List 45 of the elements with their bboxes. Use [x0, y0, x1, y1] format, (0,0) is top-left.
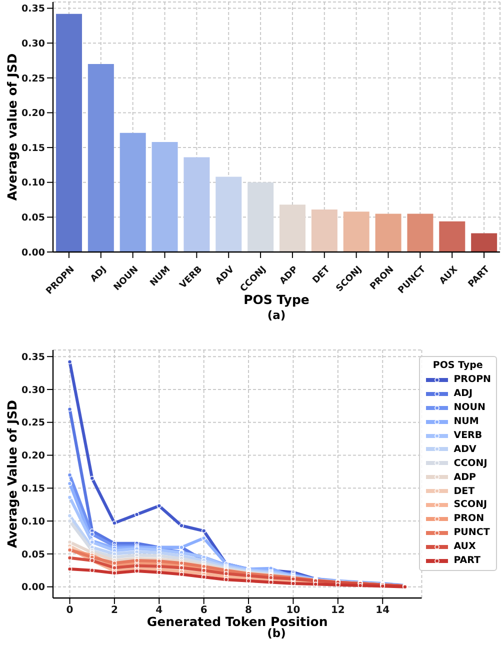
x-tick-label: 6	[200, 605, 208, 616]
legend-label: PART	[454, 555, 481, 566]
y-tick-label: 0.05	[22, 212, 45, 224]
y-tick-label: 0.05	[22, 549, 45, 560]
x-axis-title: Generated Token Position	[146, 614, 328, 629]
y-tick-label: 0.20	[22, 108, 46, 120]
x-tick-label: 8	[245, 605, 252, 616]
legend-label: SCONJ	[454, 499, 488, 510]
x-tick-label: 2	[110, 605, 118, 616]
x-tick-label: 12	[330, 605, 345, 616]
legend-label: AUX	[454, 541, 476, 552]
legend-label: VERB	[454, 430, 482, 441]
y-tick-label: 0.00	[22, 582, 46, 594]
y-tick-label: 0.10	[22, 516, 46, 528]
x-tick-label: 4	[156, 605, 163, 616]
x-tick-label: 14	[376, 605, 390, 616]
y-axis-title: Average Value of JSD	[4, 400, 20, 548]
text: (b)	[266, 626, 286, 640]
legend-label: DET	[454, 486, 475, 497]
legend-label: PUNCT	[454, 527, 490, 538]
y-tick-label: 0.25	[22, 418, 45, 429]
x-axis-title: POS Type	[244, 292, 310, 307]
y-tick-label: 0.15	[22, 484, 45, 495]
x-tick-label: 10	[286, 605, 300, 616]
legend-title: POS Type	[432, 360, 484, 371]
y-tick-label: 0.10	[22, 178, 46, 189]
legend-label: PRON	[454, 513, 484, 524]
y-tick-label: 0.35	[22, 352, 45, 363]
y-tick-label: 0.00	[22, 247, 46, 258]
legend-label: ADV	[454, 444, 476, 455]
y-tick-label: 0.30	[22, 38, 46, 50]
legend-label: NOUN	[454, 402, 486, 414]
text: (a)	[266, 308, 287, 322]
legend-label: ADJ	[454, 388, 472, 400]
legend-label: ADP	[454, 472, 476, 483]
y-tick-label: 0.20	[22, 450, 46, 462]
y-tick-label: 0.30	[22, 384, 46, 396]
y-tick-label: 0.25	[22, 73, 45, 84]
legend-label: PROPN	[454, 374, 491, 386]
y-tick-label: 0.35	[22, 4, 45, 15]
legend-label: CCONJ	[454, 458, 488, 469]
y-axis-title: Average value of JSD	[4, 53, 20, 201]
legend-label: NUM	[454, 416, 479, 428]
x-tick-label: 0	[66, 605, 74, 616]
y-tick-label: 0.15	[22, 142, 45, 154]
